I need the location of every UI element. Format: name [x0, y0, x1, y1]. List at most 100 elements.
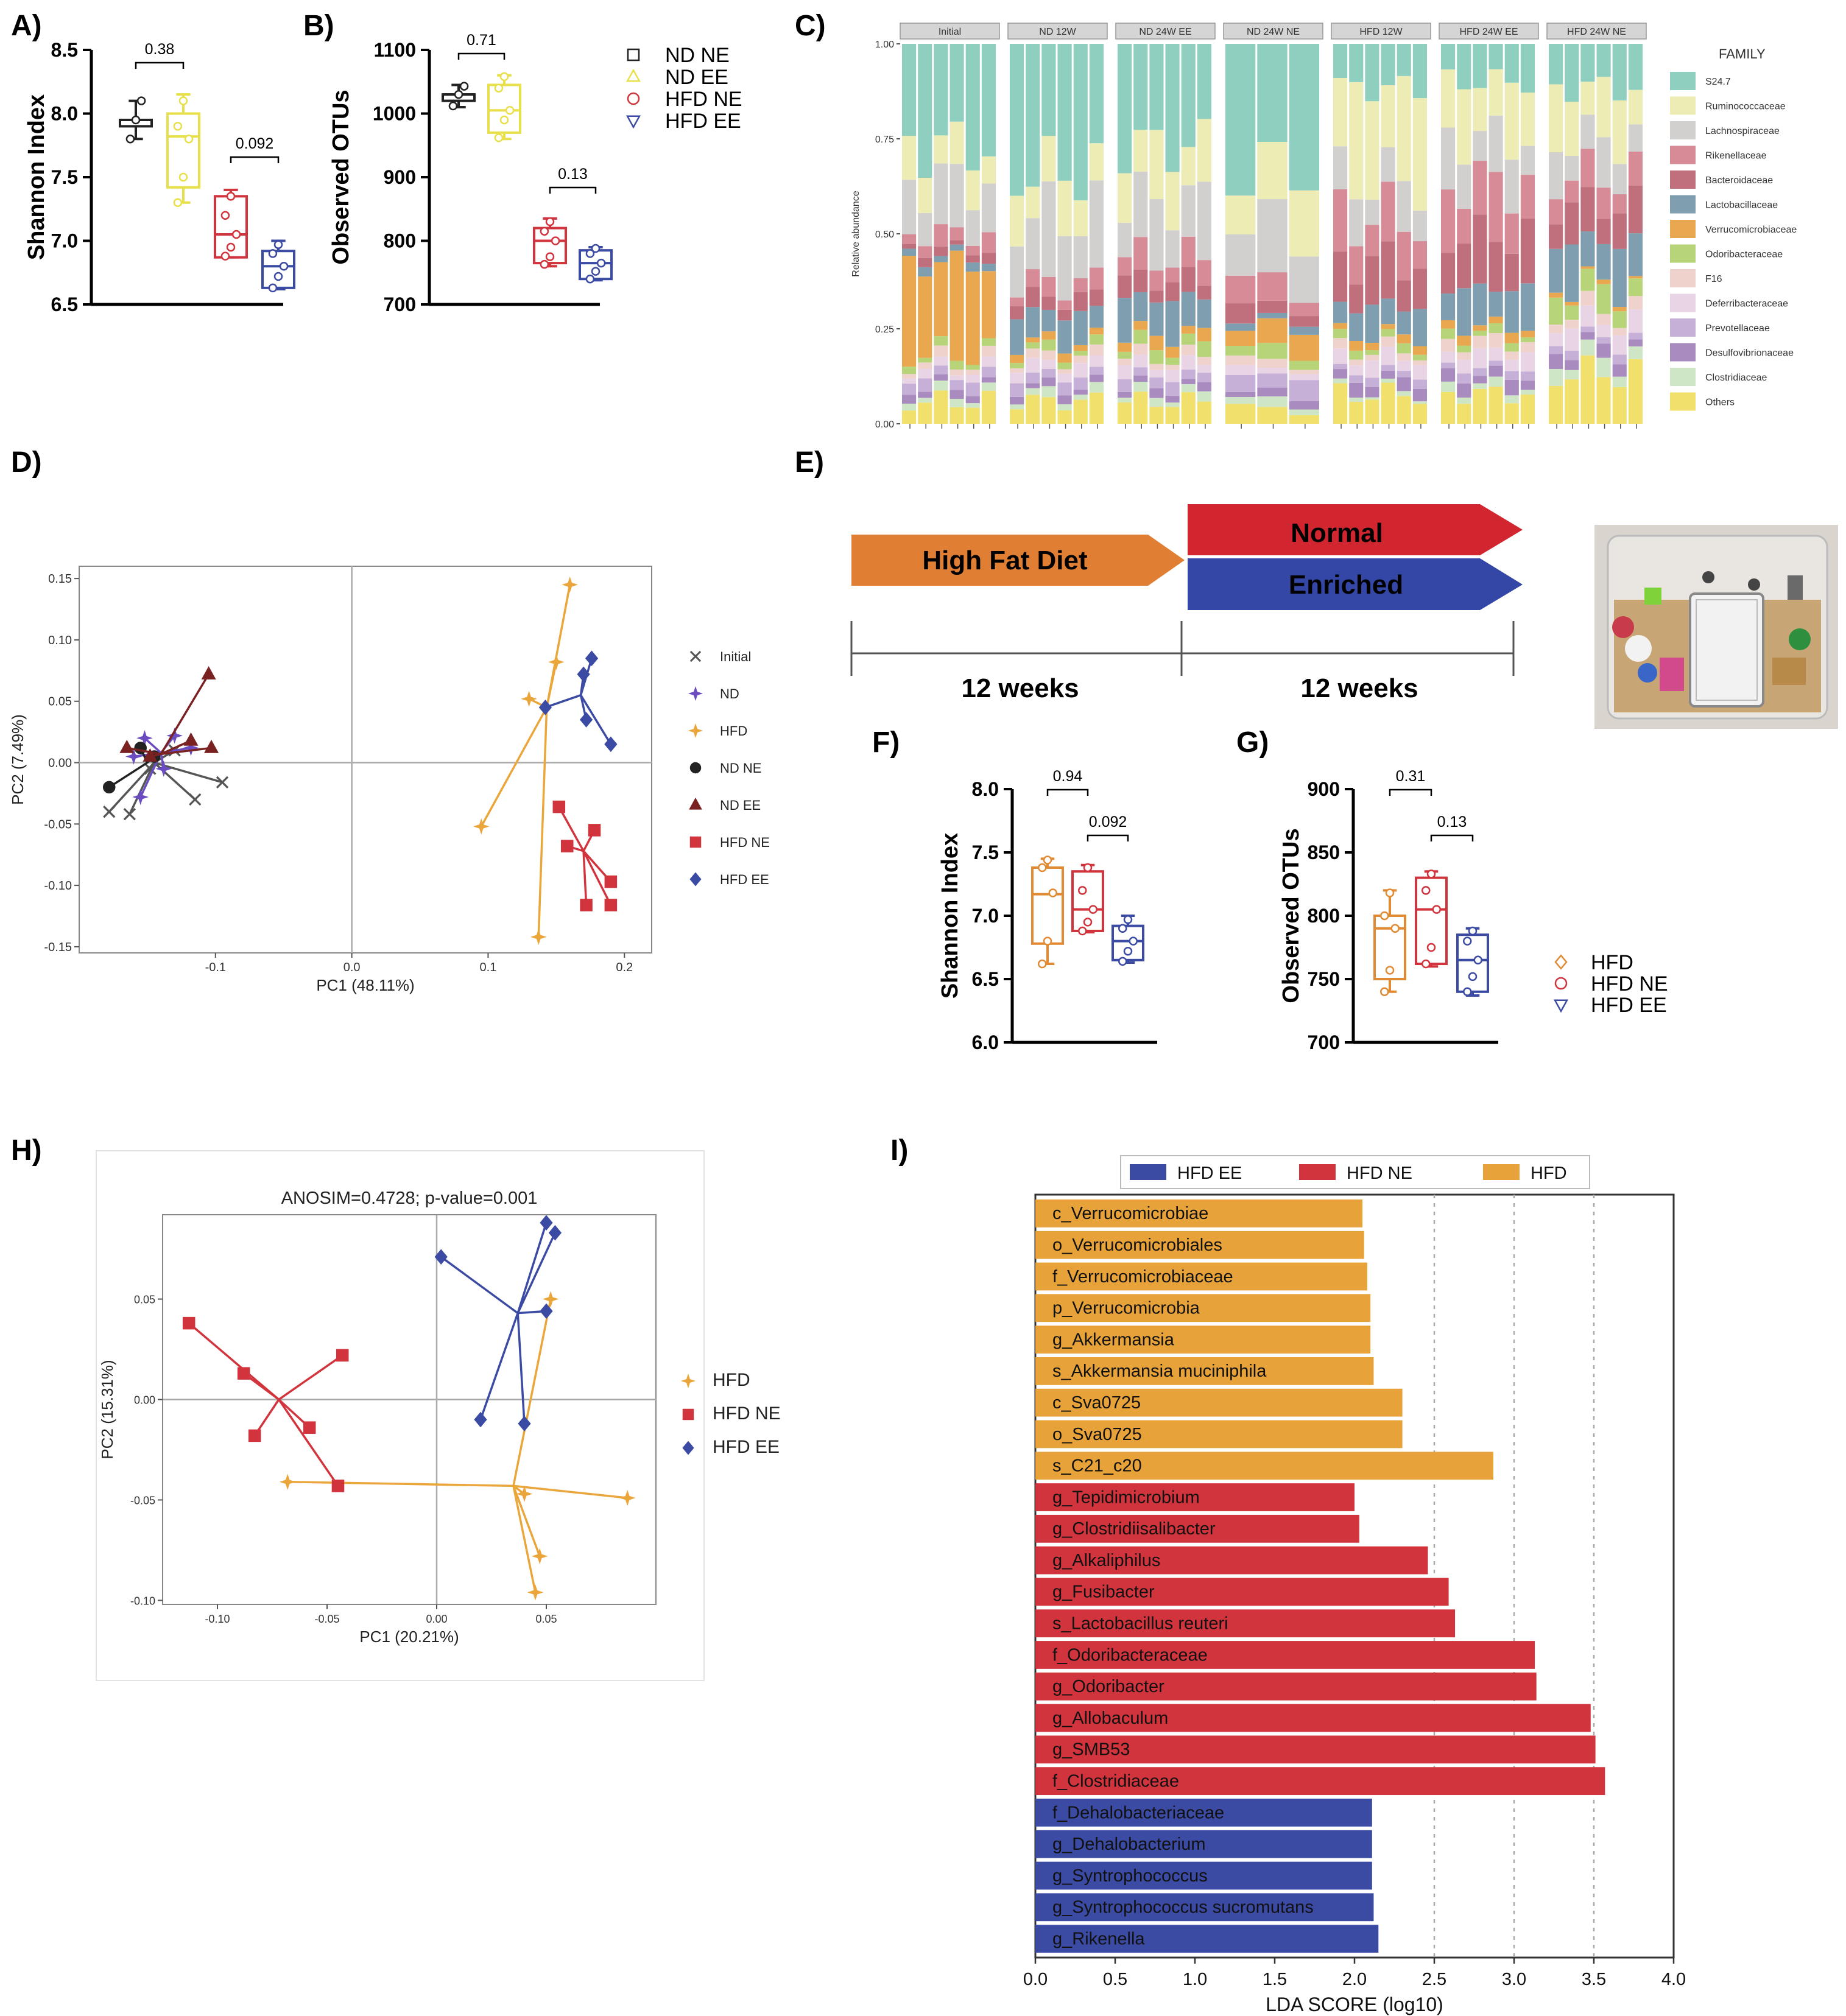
bar-label: g_Allobaculum	[1052, 1709, 1168, 1728]
stack-segment	[1089, 355, 1104, 367]
stack-segment	[1520, 93, 1535, 146]
stack-segment	[949, 390, 964, 399]
data-point	[521, 690, 537, 708]
legend-marker	[689, 762, 702, 774]
significance-bracket	[1389, 788, 1432, 796]
stack-segment	[1549, 297, 1563, 325]
spider-line	[582, 851, 588, 905]
stack-segment	[1441, 320, 1456, 329]
legend-label: Prevotellaceae	[1705, 323, 1770, 334]
stack-segment	[1041, 136, 1056, 181]
legend-label: Rikenellaceae	[1705, 151, 1767, 161]
stack-segment	[1289, 415, 1319, 424]
legend-swatch	[1670, 195, 1696, 214]
data-point	[499, 115, 509, 125]
stack-segment	[934, 163, 948, 225]
data-point	[1463, 936, 1472, 946]
stack-segment	[1333, 189, 1348, 252]
data-point	[1385, 966, 1395, 975]
stack-segment	[1580, 269, 1595, 291]
stack-segment	[1010, 396, 1024, 405]
stack-segment	[1473, 88, 1487, 132]
x-tick-label: 1.0	[1183, 1970, 1207, 1989]
data-point	[336, 1349, 349, 1362]
stack-segment	[918, 276, 932, 358]
stack-segment	[1041, 368, 1056, 378]
stack-segment	[1089, 367, 1104, 375]
stack-segment	[1412, 346, 1427, 355]
spider-line	[108, 762, 148, 788]
stack-segment	[1612, 328, 1627, 335]
stack-segment	[1412, 365, 1427, 380]
data-point	[540, 1215, 553, 1231]
lda-bar	[1035, 1294, 1371, 1322]
x-axis-label: PC1 (20.21%)	[359, 1628, 459, 1646]
stack-segment	[1365, 304, 1379, 343]
stack-segment	[1133, 292, 1148, 321]
stack-segment	[1628, 359, 1643, 424]
data-point	[220, 211, 230, 220]
stack-segment	[1612, 307, 1627, 312]
panel-d-pca: -0.1 0.0 0.1 0.2 -0.15 -0.10 -0.05 0.00 0.05 0.10…	[9, 566, 770, 994]
stack-segment	[902, 44, 917, 136]
stack-segment	[1441, 189, 1456, 253]
legend-label: Verrucomicrobiaceae	[1705, 225, 1797, 235]
stack-segment	[1628, 185, 1643, 234]
lda-bar	[1035, 1641, 1535, 1669]
data-point	[577, 666, 590, 683]
stack-segment	[934, 262, 948, 337]
stack-segment	[1149, 44, 1164, 130]
stack-segment	[1580, 82, 1595, 115]
spider-line	[512, 1299, 552, 1486]
stack-segment	[1257, 359, 1288, 368]
y-tick-label: 0.05	[48, 695, 72, 709]
y-tick-label: 0.05	[134, 1294, 155, 1306]
stack-segment	[1397, 280, 1411, 312]
stack-segment	[1118, 44, 1132, 174]
legend-label: HFD	[713, 1370, 750, 1390]
stack-segment	[1596, 219, 1611, 244]
stack-segment	[902, 256, 917, 367]
stack-segment	[1073, 200, 1088, 236]
legend-swatch	[1670, 392, 1696, 411]
stack-segment	[1365, 397, 1379, 400]
stack-segment	[1365, 256, 1379, 305]
box-group-hfd-ne	[1071, 863, 1104, 936]
legend-marker	[689, 872, 702, 887]
stack-segment	[1073, 350, 1088, 356]
legend-label: Clostridiaceae	[1705, 373, 1767, 383]
stack-segment	[1165, 301, 1180, 347]
stack-segment	[1520, 337, 1535, 342]
p-value-label: 0.94	[1053, 768, 1083, 785]
stack-segment	[1026, 342, 1040, 349]
stack-segment	[1596, 279, 1611, 284]
stack-segment	[1118, 275, 1132, 298]
stack-segment	[1457, 208, 1471, 244]
data-point	[1078, 926, 1087, 936]
stack-segment	[1520, 342, 1535, 353]
data-point	[268, 283, 278, 293]
stack-segment	[1118, 298, 1132, 343]
stack-segment	[1520, 283, 1535, 331]
x-tick-label: 2.5	[1422, 1970, 1446, 1989]
legend-marker	[680, 1373, 696, 1389]
stack-segment	[1596, 357, 1611, 378]
stack-segment	[1333, 348, 1348, 364]
stack-segment	[1257, 44, 1288, 142]
lda-bar	[1035, 1578, 1449, 1606]
lda-bar	[1035, 1483, 1355, 1511]
box-group-nd-ne	[442, 82, 476, 111]
stack-segment	[1565, 328, 1579, 351]
data-point	[518, 1416, 531, 1431]
panel-b-otus-box: 700 800 900 1000 1100 Observed OTUs 0.71 0.13	[328, 32, 613, 315]
stack-segment	[1441, 339, 1456, 352]
spider-line	[278, 1354, 343, 1400]
stack-segment	[1089, 289, 1104, 306]
spider-line	[160, 673, 210, 755]
stack-segment	[1133, 382, 1148, 392]
data-point	[226, 192, 236, 201]
legend-label: Others	[1705, 398, 1735, 408]
legend-label: Lachnospiraceae	[1705, 126, 1780, 136]
stack-segment	[918, 362, 932, 370]
hfd-arrow-label: High Fat Diet	[922, 546, 1088, 575]
